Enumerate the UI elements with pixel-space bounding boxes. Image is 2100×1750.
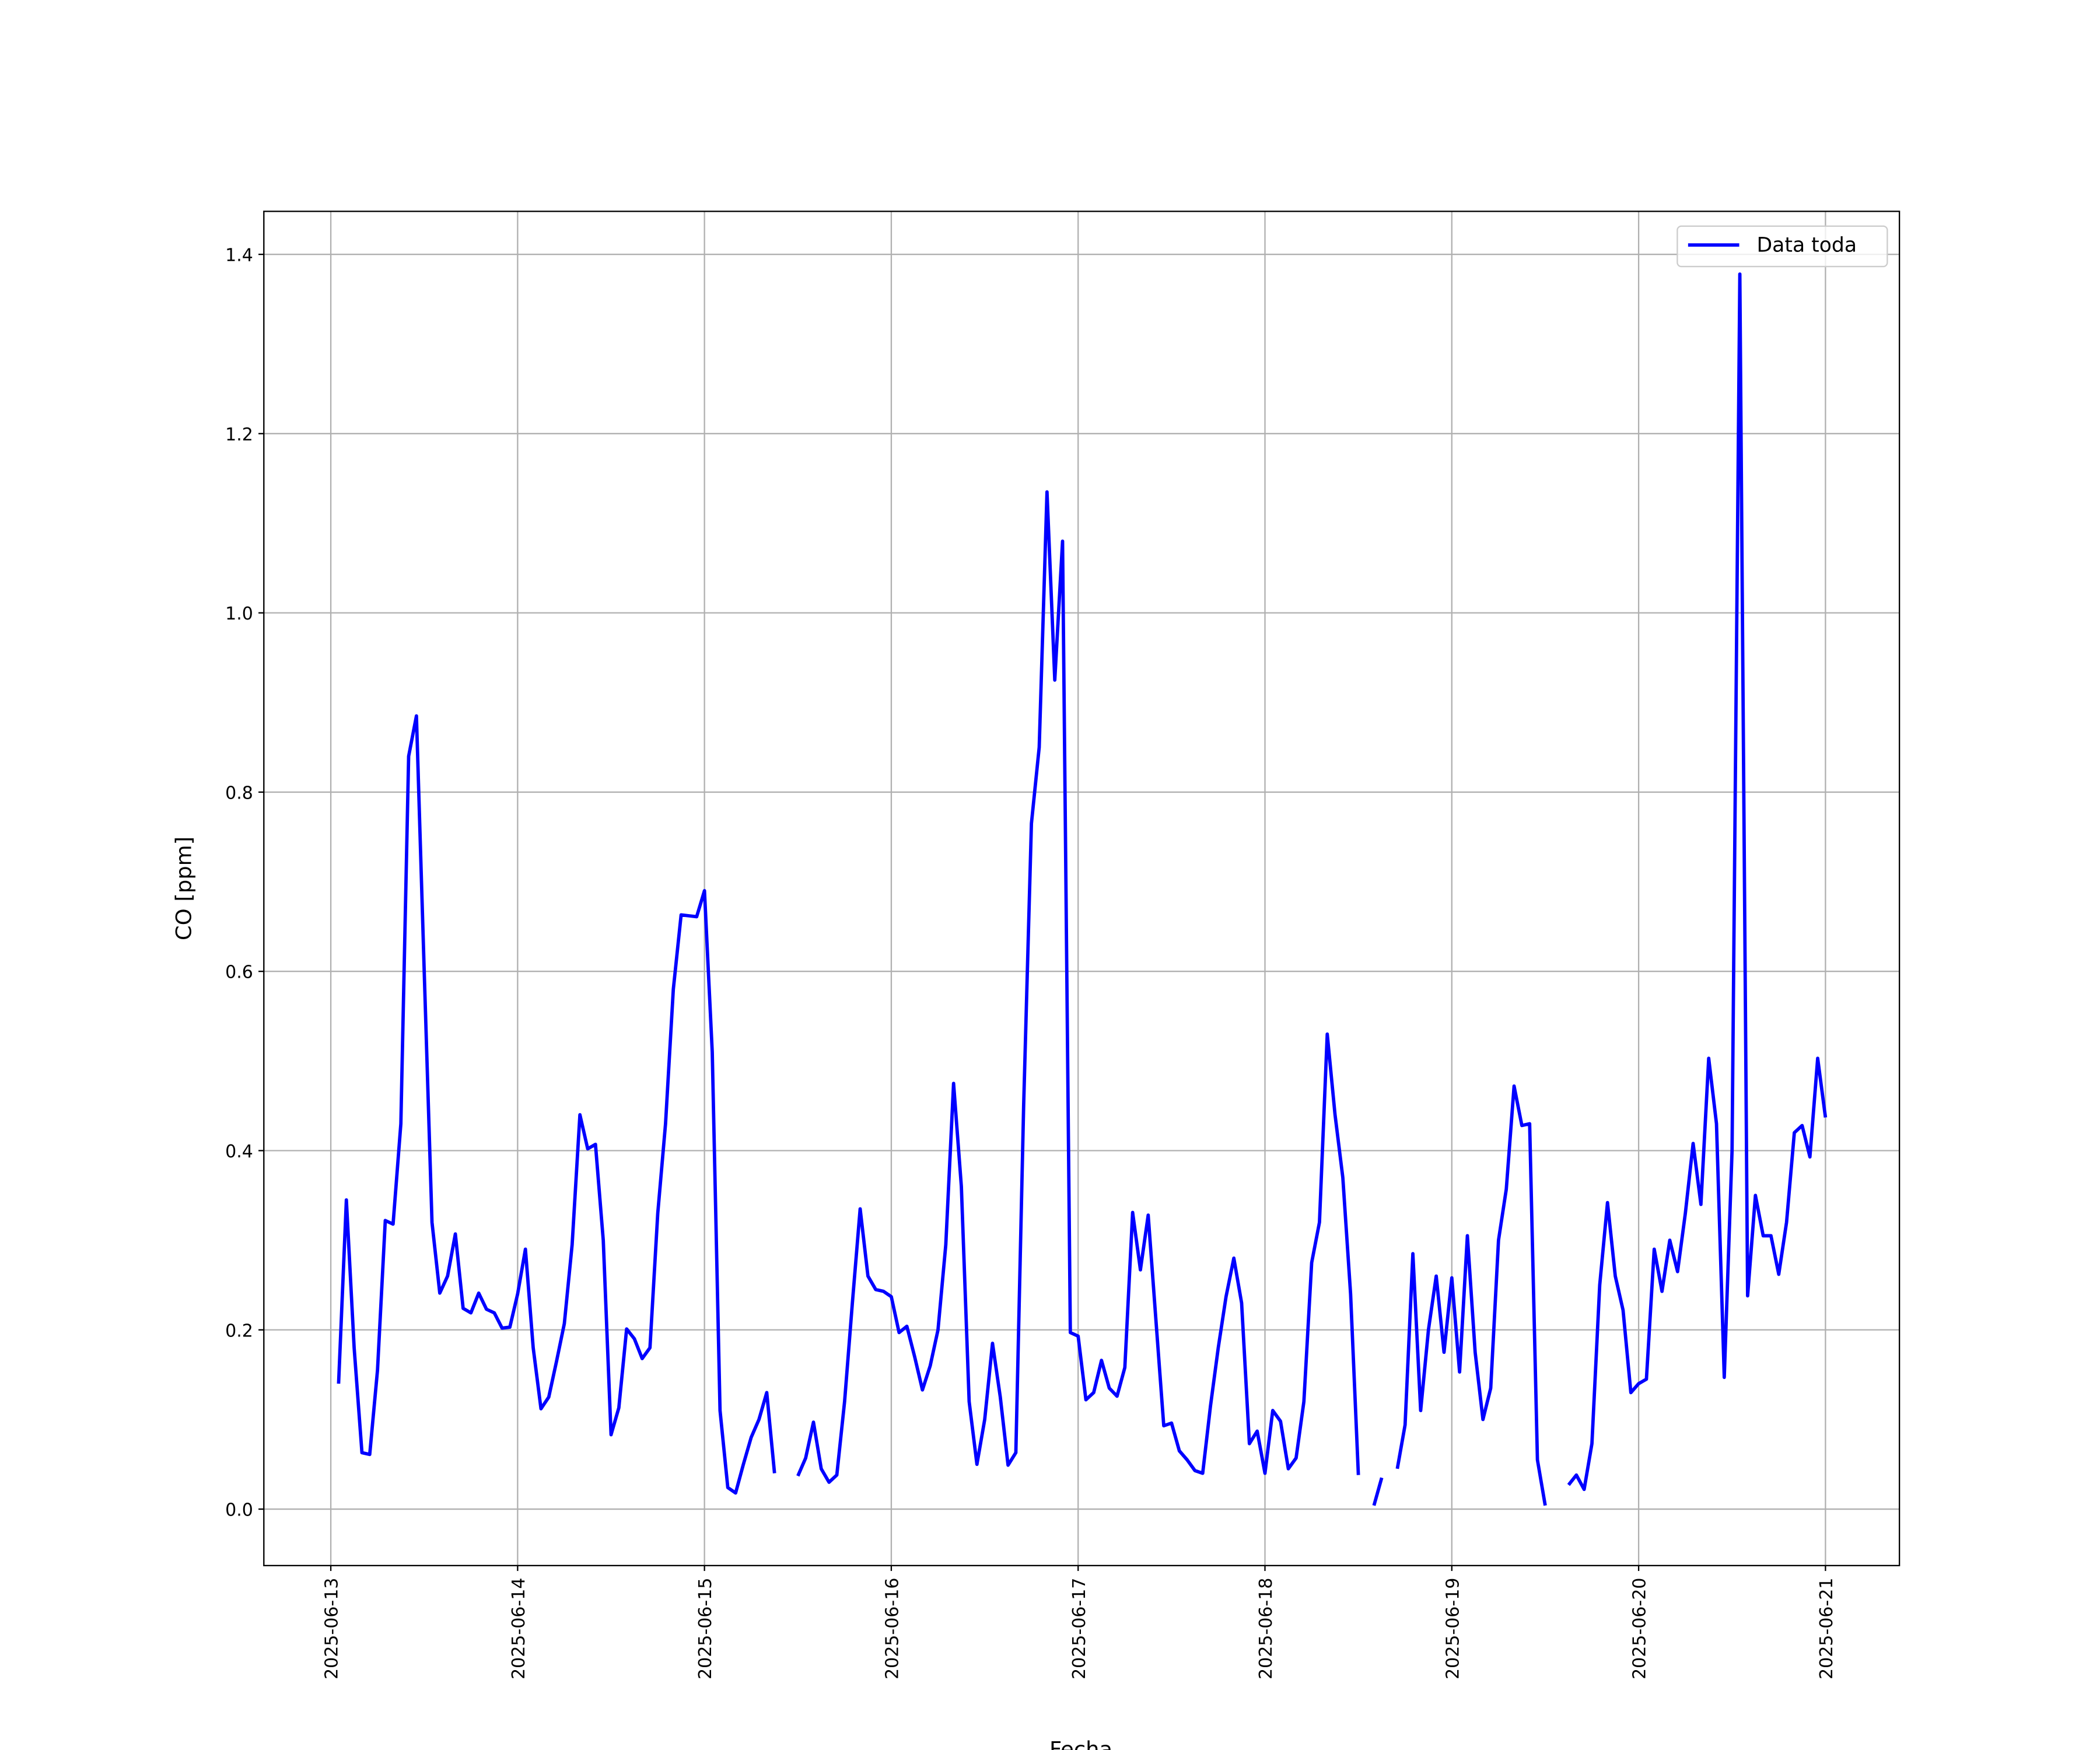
plot-frame: [263, 211, 1901, 1566]
y-tick-label: 0.8: [225, 783, 253, 803]
y-tick-label: 1.4: [225, 246, 253, 266]
y-tick-label: 1.0: [225, 604, 253, 624]
x-tick-label: 2025-06-14: [509, 1578, 529, 1679]
y-tick-label: 0.6: [225, 963, 253, 983]
legend: Data toda: [1676, 225, 1888, 268]
y-tick-label: 1.2: [225, 425, 253, 445]
y-axis-label: CO [ppm]: [172, 836, 197, 940]
x-tick-label: 2025-06-16: [882, 1578, 902, 1679]
x-tick-label: 2025-06-15: [695, 1578, 716, 1679]
data-line: [337, 272, 1828, 1506]
x-axis-label: Fecha: [1049, 1737, 1112, 1750]
x-tick-label: 2025-06-18: [1256, 1578, 1276, 1679]
x-tick-label: 2025-06-17: [1069, 1578, 1090, 1679]
y-tick-label: 0.2: [225, 1321, 253, 1341]
x-tick-label: 2025-06-19: [1443, 1578, 1463, 1679]
y-tick-label: 0.0: [225, 1500, 253, 1521]
x-tick-label: 2025-06-21: [1817, 1578, 1837, 1679]
y-tick-label: 0.4: [225, 1142, 253, 1162]
x-tick-label: 2025-06-20: [1630, 1578, 1650, 1679]
x-tick-label: 2025-06-13: [322, 1578, 342, 1679]
legend-label: Data toda: [1757, 234, 1857, 257]
legend-box: [1676, 225, 1888, 268]
